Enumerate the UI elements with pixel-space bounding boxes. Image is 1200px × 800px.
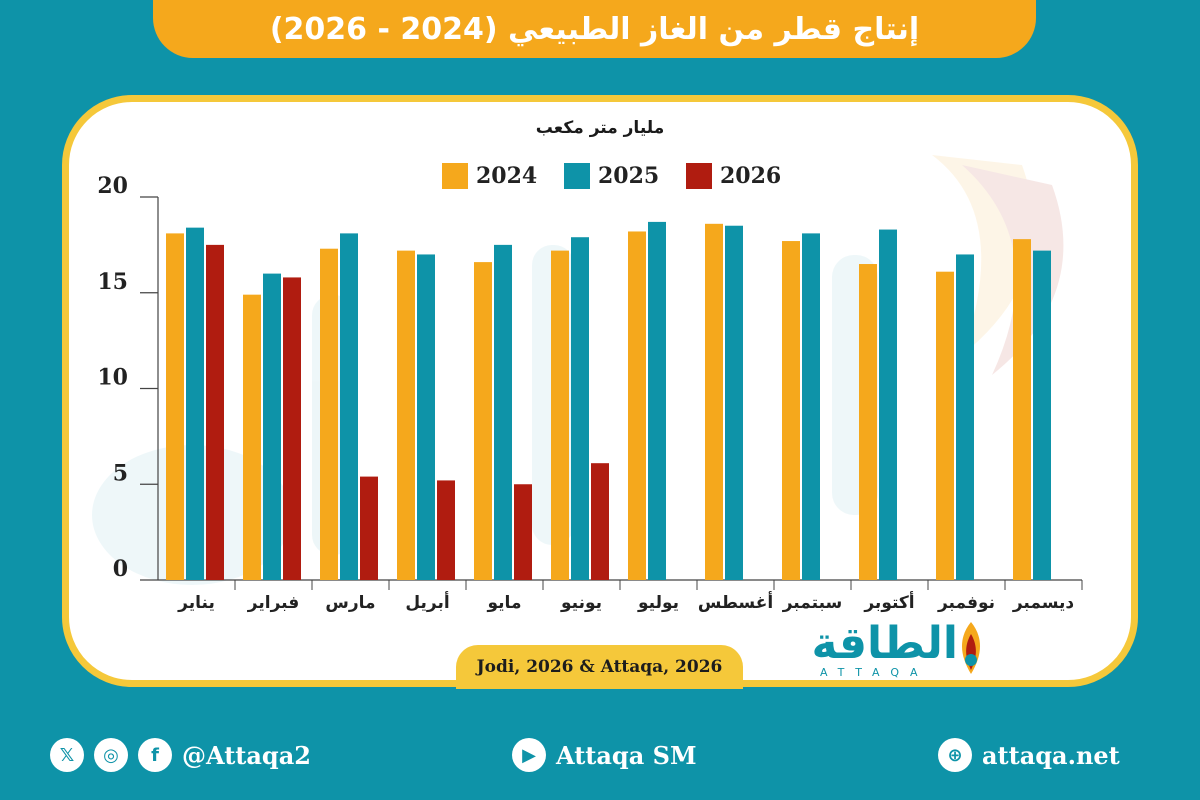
instagram-icon[interactable]: ◎: [94, 738, 128, 772]
legend-item-2024: 2024: [442, 163, 537, 189]
bar-2025-9: [802, 233, 820, 580]
bar-2025-12: [1033, 250, 1051, 580]
bar-2024-11: [936, 271, 954, 580]
facebook-icon[interactable]: f: [138, 738, 172, 772]
legend-label-2024: 2024: [476, 163, 538, 189]
bar-2024-10: [859, 264, 877, 580]
bar-2025-1: [186, 227, 204, 580]
bar-2024-5: [474, 262, 492, 580]
title-banner: إنتاج قطر من الغاز الطبيعي (2024 - 2026): [153, 0, 1036, 58]
legend-item-2026: 2026: [686, 163, 781, 189]
bar-2025-7: [648, 221, 666, 580]
legend-label-2026: 2026: [720, 163, 782, 189]
x-tick-label: نوفمبر: [937, 593, 995, 613]
x-tick-label: يناير: [177, 593, 215, 613]
x-tick-label: ديسمبر: [1012, 593, 1075, 613]
attaqa-logo: الطاقة ATTAQA: [808, 618, 988, 684]
x-twitter-icon[interactable]: 𝕏: [50, 738, 84, 772]
bar-2026-5: [514, 484, 532, 580]
bar-2026-2: [283, 277, 301, 580]
globe-icon[interactable]: ⊕: [938, 738, 972, 772]
bar-2026-4: [437, 480, 455, 580]
youtube-icon[interactable]: ▶: [512, 738, 546, 772]
bar-2025-5: [494, 244, 512, 580]
legend-swatch-2026: [686, 163, 712, 189]
bar-2024-1: [166, 233, 184, 580]
y-tick-label: 5: [113, 460, 128, 486]
logo-english: ATTAQA: [820, 666, 929, 679]
bar-2024-4: [397, 250, 415, 580]
x-tick-label: فبراير: [247, 593, 299, 613]
bar-2026-3: [360, 476, 378, 580]
bar-2024-9: [782, 241, 800, 581]
footer-website: ⊕ attaqa.net: [938, 735, 1120, 775]
bar-2025-10: [879, 229, 897, 580]
social-handle[interactable]: @Attaqa2: [182, 740, 311, 770]
bar-2024-12: [1013, 239, 1031, 580]
x-tick-label: أبريل: [405, 591, 449, 613]
legend-swatch-2025: [564, 163, 590, 189]
y-tick-label: 15: [97, 269, 128, 295]
bar-2025-2: [263, 273, 281, 580]
bar-2026-6: [591, 463, 609, 580]
bar-2026-1: [206, 244, 224, 580]
bar-2025-8: [725, 225, 743, 580]
x-tick-label: أكتوبر: [863, 591, 914, 613]
y-tick-label: 0: [113, 556, 128, 582]
bar-2024-2: [243, 294, 261, 580]
bar-2024-7: [628, 231, 646, 580]
bar-2024-6: [551, 250, 569, 580]
logo-arabic: الطاقة: [811, 618, 958, 669]
x-tick-label: أغسطس: [698, 591, 773, 613]
chart-title: إنتاج قطر من الغاز الطبيعي (2024 - 2026): [269, 11, 920, 47]
bar-2025-3: [340, 233, 358, 580]
legend-label-2025: 2025: [598, 163, 660, 189]
footer-youtube: ▶ Attaqa SM: [512, 735, 697, 775]
x-tick-label: يونيو: [560, 593, 602, 613]
bar-2024-8: [705, 223, 723, 580]
source-label: Jodi, 2026 & Attaqa, 2026: [456, 645, 743, 689]
youtube-channel[interactable]: Attaqa SM: [556, 740, 697, 770]
bar-2025-6: [571, 237, 589, 580]
y-tick-label: 10: [97, 365, 128, 391]
bar-2025-11: [956, 254, 974, 580]
bar-2025-4: [417, 254, 435, 580]
x-tick-label: يوليو: [637, 593, 679, 613]
y-unit-label: مليار متر مكعب: [535, 118, 665, 138]
website-link[interactable]: attaqa.net: [982, 740, 1120, 770]
x-tick-label: مايو: [487, 593, 522, 613]
y-tick-label: 20: [97, 173, 128, 199]
x-tick-label: مارس: [325, 593, 375, 613]
bar-2024-3: [320, 248, 338, 580]
legend-swatch-2024: [442, 163, 468, 189]
footer-social: 𝕏 ◎ f @Attaqa2: [50, 735, 311, 775]
x-tick-label: سبتمبر: [782, 593, 843, 613]
flame-icon: [961, 622, 981, 674]
legend-item-2025: 2025: [564, 163, 659, 189]
